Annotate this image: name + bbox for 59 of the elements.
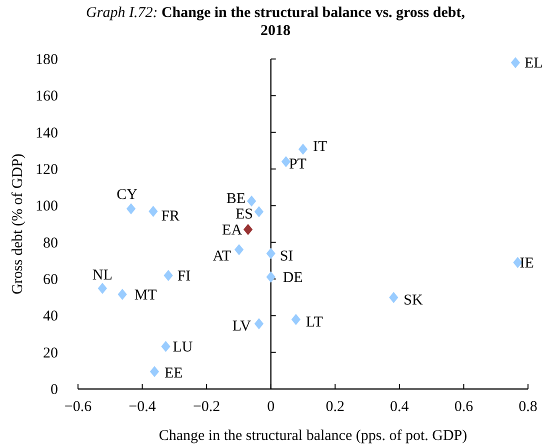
y-axis-title: Gross debt (% of GDP) xyxy=(10,154,26,294)
x-axis-title: Change in the structural balance (pps. of pot. GDP) xyxy=(158,428,468,444)
annotation: SK xyxy=(404,292,423,309)
annotation: AT xyxy=(212,248,232,265)
point xyxy=(148,206,158,217)
chart-title: Graph I.72: Change in the structural balance vs. gross debt, 2018 xyxy=(86,5,466,39)
point xyxy=(243,224,253,236)
annotation: BE xyxy=(226,191,246,208)
x-tick-label: 0.2 xyxy=(326,399,345,415)
annotation: ES xyxy=(235,206,253,223)
y-tick-label: 80 xyxy=(43,235,58,252)
point xyxy=(510,57,520,68)
annotation: IE xyxy=(520,256,534,272)
x-tick-label: 0 xyxy=(267,399,275,415)
annotation: LV xyxy=(232,318,252,335)
y-tick-label: 160 xyxy=(36,88,58,105)
x-tick-label: 0.4 xyxy=(390,399,410,415)
annotation: SI xyxy=(280,248,294,265)
point xyxy=(254,318,264,330)
x-tick-label: −0.2 xyxy=(192,399,220,415)
point xyxy=(291,314,301,326)
x-tick-label: −0.6 xyxy=(64,399,92,415)
x-tick-label: 0.6 xyxy=(454,399,474,415)
point xyxy=(98,282,108,294)
annotation: LT xyxy=(306,314,323,331)
point xyxy=(246,195,256,207)
point xyxy=(164,270,173,282)
annotation: MT xyxy=(134,287,157,304)
y-tick-label: 140 xyxy=(36,125,58,142)
x-tick-label: 0.8 xyxy=(518,399,538,415)
annotation: LU xyxy=(172,339,193,356)
annotation: FI xyxy=(177,268,191,285)
point xyxy=(266,271,276,283)
annotation: EE xyxy=(164,366,183,382)
point xyxy=(126,203,136,214)
annotation: PT xyxy=(288,156,306,173)
point xyxy=(298,144,308,155)
point xyxy=(150,366,160,378)
y-tick-label: 60 xyxy=(43,272,58,288)
annotation: DE xyxy=(282,270,303,286)
annotation: NL xyxy=(92,267,112,284)
x-tick-label: −0.4 xyxy=(128,399,156,415)
point xyxy=(234,244,244,256)
annotation: EA xyxy=(222,222,242,238)
y-tick-label: 180 xyxy=(36,52,58,68)
y-tick-label: 20 xyxy=(43,345,58,362)
point xyxy=(266,248,276,260)
point xyxy=(389,292,398,304)
annotation: FR xyxy=(161,208,180,224)
point xyxy=(118,288,127,300)
point xyxy=(254,206,264,218)
y-tick-label: 100 xyxy=(36,198,58,215)
y-tick-label: 120 xyxy=(36,162,58,178)
y-tick-label: 0 xyxy=(50,382,58,398)
point xyxy=(161,340,170,352)
y-tick-label: 40 xyxy=(43,308,58,325)
annotation: EL xyxy=(524,56,543,72)
annotation: CY xyxy=(116,186,138,203)
annotation: IT xyxy=(313,139,328,156)
